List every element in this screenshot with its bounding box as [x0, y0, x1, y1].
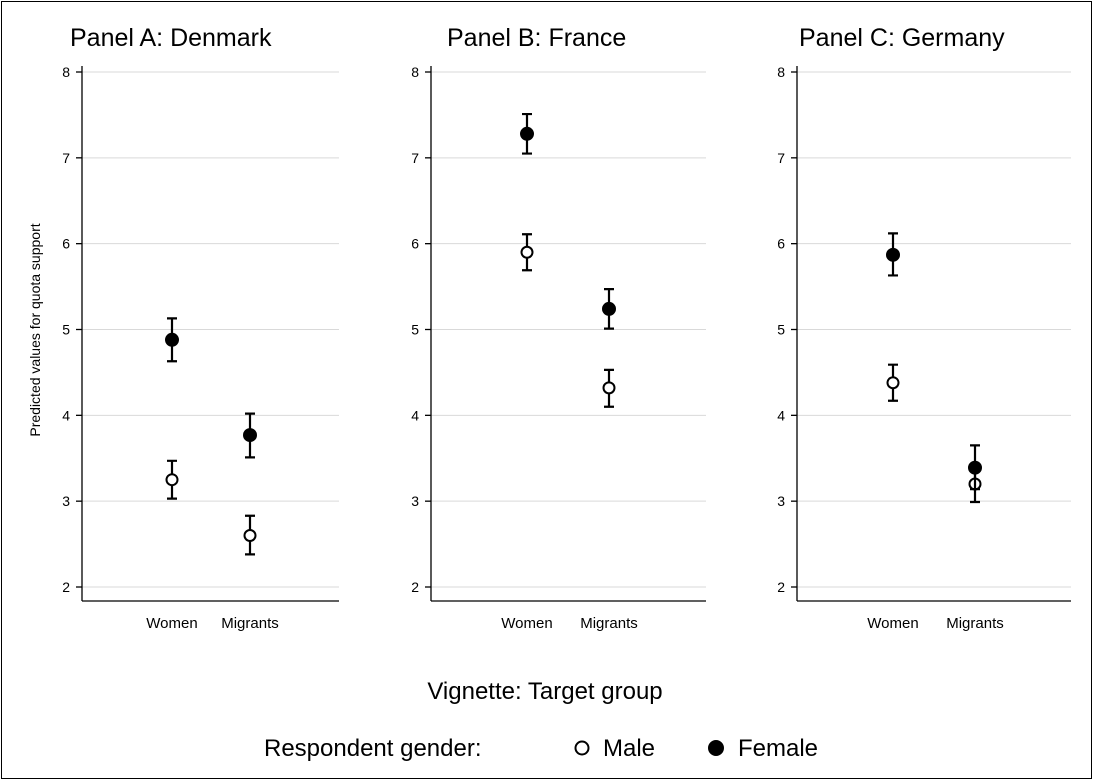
x-axis-label: Vignette: Target group [427, 678, 662, 705]
point-female [165, 332, 179, 347]
y-tick-label: 5 [777, 322, 785, 338]
point-female [520, 126, 534, 141]
x-tick-label: Migrants [946, 615, 1004, 632]
y-tick-label: 4 [62, 407, 70, 423]
panel-title: Panel C: Germany [799, 24, 1005, 52]
y-tick-label: 7 [411, 150, 419, 166]
y-tick-label: 2 [777, 579, 785, 595]
y-tick-label: 7 [62, 150, 70, 166]
x-tick-label: Women [146, 615, 197, 632]
point-female [602, 301, 616, 316]
panel-2: Panel B: France 2 3 4 5 6 7 8 Women Migrants [411, 24, 706, 632]
legend: Respondent gender: Male Female [264, 735, 818, 762]
y-tick-label: 8 [777, 64, 785, 80]
point-female [968, 460, 982, 475]
y-tick-label: 4 [777, 407, 785, 423]
point-female [886, 247, 900, 262]
y-tick-label: 4 [411, 407, 419, 423]
panel-title: Panel A: Denmark [70, 24, 272, 52]
legend-label-female: Female [738, 735, 818, 762]
panel-title: Panel B: France [447, 24, 626, 52]
x-tick-label: Migrants [580, 615, 638, 632]
legend-label-male: Male [603, 735, 655, 762]
point-male [165, 473, 179, 487]
panel-3: Panel C: Germany 2 3 4 5 6 7 8 Women Migrants [777, 24, 1071, 632]
y-tick-label: 7 [777, 150, 785, 166]
point-male [886, 376, 900, 390]
panel-1: Panel A: Denmark 2 3 4 5 6 7 8 Women Migrants [62, 24, 339, 632]
point-male [520, 245, 534, 259]
legend-marker-female [708, 740, 724, 756]
legend-marker-male [574, 740, 590, 756]
y-tick-label: 2 [62, 579, 70, 595]
point-female [243, 428, 257, 443]
y-axis-label: Predicted values for quota support [27, 223, 43, 436]
y-tick-label: 6 [411, 236, 419, 252]
point-male [243, 529, 257, 542]
point-male [602, 381, 616, 395]
legend-title: Respondent gender: [264, 735, 482, 762]
x-tick-label: Migrants [221, 615, 279, 632]
y-tick-label: 3 [62, 493, 70, 509]
y-tick-label: 5 [62, 322, 70, 338]
y-tick-label: 8 [62, 64, 70, 80]
y-tick-label: 6 [62, 236, 70, 252]
y-tick-label: 3 [411, 493, 419, 509]
y-tick-label: 2 [411, 579, 419, 595]
y-tick-label: 5 [411, 322, 419, 338]
x-tick-label: Women [867, 615, 918, 632]
x-tick-label: Women [501, 615, 552, 632]
y-tick-label: 6 [777, 236, 785, 252]
y-tick-label: 8 [411, 64, 419, 80]
y-tick-label: 3 [777, 493, 785, 509]
